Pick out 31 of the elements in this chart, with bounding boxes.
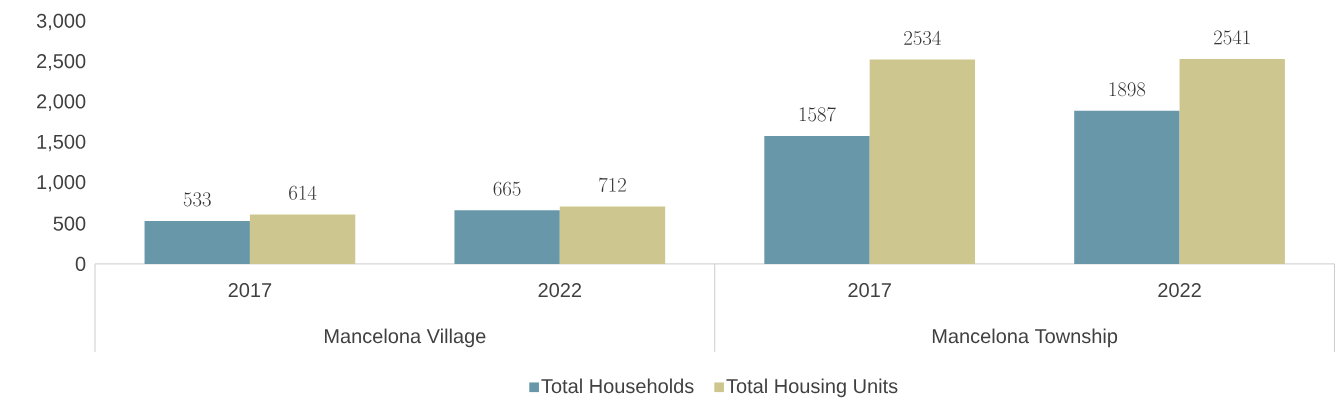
x-tick-label: 2022 [1158, 283, 1201, 298]
y-tick-label: 500 [53, 216, 86, 231]
bar [1074, 110, 1180, 264]
bar [454, 210, 560, 264]
legend-label: Total Households [541, 378, 694, 394]
y-tick-label: 3,000 [36, 13, 86, 31]
data-label: 533 [183, 192, 211, 207]
legend-label: Total Housing Units [726, 378, 898, 398]
x-tick-label: 2017 [848, 283, 891, 298]
data-label: 1587 [799, 107, 836, 122]
x-tick-label: 2017 [228, 283, 272, 298]
bar [559, 206, 666, 264]
bar [1179, 59, 1285, 264]
data-label: 1898 [1109, 82, 1146, 97]
bar [764, 136, 870, 264]
data-label: 2541 [1214, 30, 1250, 45]
y-tick-label: 0 [75, 256, 86, 272]
data-label: 614 [289, 185, 317, 200]
bar [144, 220, 250, 264]
y-tick-label: 2,000 [37, 94, 86, 111]
data-label: 712 [599, 177, 626, 193]
y-tick-label: 1,000 [37, 175, 86, 192]
text: Mancelona Village [325, 328, 486, 348]
bar [869, 59, 976, 264]
data-label: 2534 [904, 30, 941, 46]
bar [249, 214, 356, 264]
data-label: 665 [493, 181, 521, 196]
y-tick-label: 2,500 [37, 54, 86, 71]
text: Mancelona Township [932, 328, 1118, 348]
x-tick-label: 2022 [538, 283, 582, 298]
y-tick-label: 1,500 [37, 134, 86, 152]
